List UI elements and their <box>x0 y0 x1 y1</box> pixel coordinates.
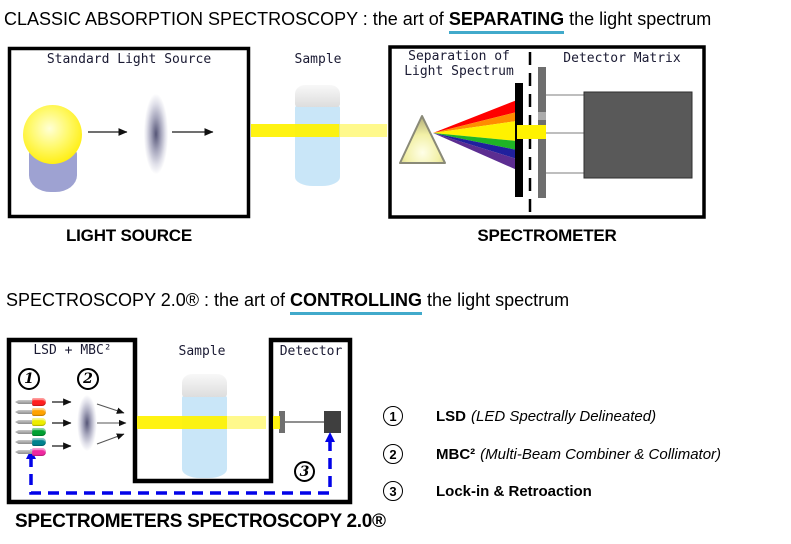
sample-label: Sample <box>294 52 342 67</box>
legend-term: Lock-in & Retroaction <box>436 482 592 500</box>
separation-label-line2: Light Spectrum <box>404 64 514 79</box>
led-lead <box>15 450 33 454</box>
marker-3: 3 <box>294 461 315 482</box>
collimated-ray-arrow <box>96 433 125 445</box>
collimator-lens-icon <box>74 386 100 460</box>
slit-bar <box>515 83 523 197</box>
separation-label: Separation of Light Spectrum <box>394 49 524 79</box>
collimated-ray-arrow <box>96 403 125 414</box>
detector-entry-beam <box>273 416 280 429</box>
legend-item-lsd: 1 LSD (LED Spectrally Delineated) <box>383 406 656 426</box>
sample-vial <box>295 106 340 186</box>
rainbow-band-yellow <box>433 121 517 141</box>
light-bulb-icon <box>23 105 82 164</box>
led-green-icon <box>32 428 46 436</box>
legend-item-mbc: 2 MBC² (Multi-Beam Combiner & Collimator) <box>383 444 721 464</box>
classic-title-pre: CLASSIC ABSORPTION SPECTROSCOPY : the ar… <box>4 9 449 29</box>
spectrometers-v2-caption: SPECTROMETERS SPECTROSCOPY 2.0® <box>15 511 386 532</box>
v2-title: SPECTROSCOPY 2.0® : the art of CONTROLLI… <box>6 290 570 315</box>
led-lead <box>15 400 33 404</box>
attenuated-light-beam <box>339 124 387 137</box>
attenuated-controlled-beam <box>227 416 266 429</box>
detector-sensor-block <box>324 411 341 433</box>
sensor-bar-notch <box>538 112 546 120</box>
led-lead <box>15 420 33 424</box>
classic-title-highlight: SEPARATING <box>448 9 565 34</box>
legend-marker-1: 1 <box>383 406 403 426</box>
lsd-mbc-label: LSD + MBC² <box>33 343 112 358</box>
light-beam <box>251 124 339 137</box>
sample2-vial-cap <box>182 374 227 397</box>
v2-title-highlight: CONTROLLING <box>290 290 423 315</box>
classic-title-post: the light spectrum <box>564 9 712 29</box>
spectrometer2-enclosure <box>6 337 353 505</box>
rainbow-band-purple <box>433 133 517 170</box>
led-lead <box>15 440 33 444</box>
detector-matrix-block <box>583 91 693 179</box>
led-lead <box>15 410 33 414</box>
feedback-arrowhead-icon <box>325 432 335 442</box>
led-red-icon <box>32 398 46 406</box>
legend-item-lockin: 3 Lock-in & Retroaction <box>383 481 597 501</box>
controlled-light-beam <box>137 416 227 429</box>
v2-title-pre: SPECTROSCOPY 2.0® : the art of <box>6 290 291 310</box>
light-source-box <box>7 46 251 219</box>
legend-term: MBC² <box>436 445 476 463</box>
feedback-loop-dashed-line <box>29 439 332 495</box>
detector-matrix-label: Detector Matrix <box>563 51 681 66</box>
sample-vial-cap <box>295 85 340 107</box>
legend-marker-3: 3 <box>383 481 403 501</box>
sample2-vial <box>182 396 227 478</box>
spectrometer-box <box>388 45 706 219</box>
led-lead <box>15 430 33 434</box>
legend-desc: (Multi-Beam Combiner & Collimator) <box>480 445 722 463</box>
marker-1: 1 <box>18 368 40 390</box>
standard-light-source-label: Standard Light Source <box>46 52 212 67</box>
light-source-caption: LIGHT SOURCE <box>65 226 193 245</box>
v2-title-post: the light spectrum <box>422 290 570 310</box>
legend-desc: (LED Spectrally Delineated) <box>471 407 657 425</box>
detector-slit <box>279 411 285 433</box>
spectrometer-caption: SPECTROMETER <box>477 226 617 245</box>
detector-label: Detector <box>279 344 343 359</box>
classic-title: CLASSIC ABSORPTION SPECTROSCOPY : the ar… <box>4 9 712 34</box>
legend-marker-2: 2 <box>383 444 403 464</box>
rainbow-band-orange <box>433 112 517 133</box>
selected-yellow-beam <box>517 125 546 139</box>
led-orange-icon <box>32 408 46 416</box>
legend-term: LSD <box>436 407 466 425</box>
separation-label-line1: Separation of <box>408 49 510 64</box>
feedback-arrowhead-icon <box>26 449 36 459</box>
led-magenta-icon <box>32 448 46 456</box>
rainbow-band-red <box>433 100 517 133</box>
prism-icon <box>399 115 446 164</box>
lens-icon <box>140 81 172 187</box>
sample2-label: Sample <box>178 344 226 359</box>
led-yellow-icon <box>32 418 46 426</box>
led-teal-icon <box>32 438 46 446</box>
